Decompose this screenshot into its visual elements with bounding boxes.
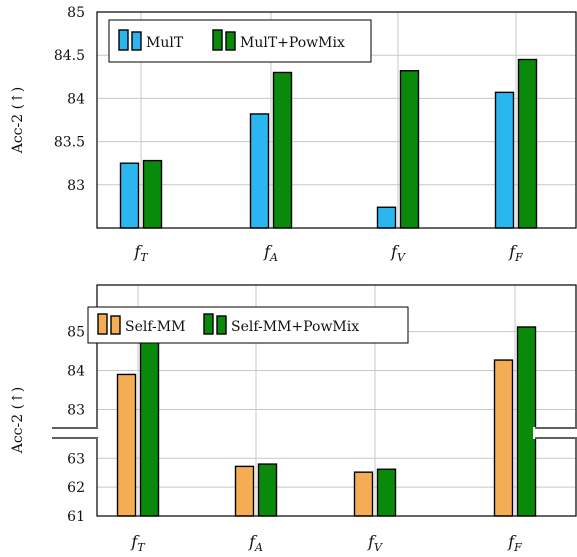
bar-mult-t	[119, 162, 140, 229]
legend-label: MulT+PowMix	[240, 35, 345, 51]
legend: Self-MM Self-MM+PowMix	[87, 306, 409, 344]
x-tick-subscript: F	[513, 541, 522, 554]
bar-self-mm-f	[493, 359, 514, 517]
bar-mult-powmix-t	[142, 159, 163, 229]
y-tick-label: 62	[67, 480, 85, 496]
bar-self-mm-powmix-v	[376, 468, 397, 517]
bar-mult-v	[376, 206, 397, 229]
axis-break-gap	[533, 427, 577, 439]
y-tick-label: 61	[67, 509, 85, 525]
legend-swatch	[110, 315, 121, 335]
x-tick-label: fA	[263, 242, 278, 264]
x-tick-subscript: A	[269, 251, 278, 264]
legend-label: MulT	[146, 35, 184, 51]
y-axis-label: Acc-2 (↑)	[10, 387, 26, 455]
y-tick-label: 84	[67, 364, 85, 380]
bar-mult-f	[494, 91, 515, 229]
x-tick-subscript: V	[374, 541, 383, 554]
x-tick-subscript: F	[514, 251, 523, 264]
legend-box	[87, 306, 409, 344]
plot-frame	[96, 284, 577, 517]
x-tick-label: fT	[130, 532, 146, 554]
x-tick-label: fF	[507, 532, 522, 554]
plot-frame	[96, 11, 577, 229]
x-tick-subscript: T	[137, 541, 146, 554]
x-tick-subscript: T	[140, 251, 149, 264]
legend-swatch	[203, 313, 214, 335]
y-tick-label: 84.5	[54, 48, 85, 64]
bar-mult-powmix-v	[399, 70, 420, 229]
bar-self-mm-a	[234, 465, 255, 517]
x-tick-label: fT	[133, 242, 149, 264]
x-tick-label: fV	[367, 532, 383, 554]
x-tick-subscript: A	[254, 541, 263, 554]
bar-self-mm-v	[353, 471, 374, 517]
legend-box	[108, 19, 372, 63]
y-tick-label: 85	[67, 5, 85, 21]
legend-swatch	[212, 29, 223, 51]
legend-swatch	[118, 29, 129, 51]
axis-break-gap	[50, 427, 100, 439]
legend-swatch	[97, 313, 108, 335]
chart-top: 85 84.5 84 83.5 83 fT fA fV fF Acc-2 (↑) MulT MulT+…	[10, 5, 577, 264]
y-tick-label: 83	[67, 178, 85, 194]
y-axis-label: Acc-2 (↑)	[10, 87, 26, 155]
y-tick-label: 83	[67, 402, 85, 418]
bar-self-mm-powmix-f	[516, 326, 537, 517]
legend-swatch	[225, 31, 236, 51]
bar-mult-powmix-a	[272, 71, 293, 229]
legend: MulT MulT+PowMix	[108, 19, 372, 63]
x-tick-subscript: V	[397, 251, 406, 264]
bar-self-mm-powmix-a	[257, 463, 278, 517]
y-tick-label: 63	[67, 451, 85, 467]
bar-self-mm-powmix-t	[139, 340, 160, 517]
bar-mult-powmix-f	[517, 58, 538, 229]
bar-mult-a	[249, 113, 270, 229]
legend-label: Self-MM+PowMix	[231, 319, 359, 335]
legend-swatch	[131, 31, 142, 51]
legend-swatch	[216, 315, 227, 335]
x-tick-label: fA	[248, 532, 263, 554]
legend-label: Self-MM	[125, 319, 185, 335]
y-tick-label: 85	[67, 325, 85, 341]
x-tick-label: fV	[390, 242, 406, 264]
bar-self-mm-t	[116, 373, 137, 517]
y-tick-label: 83.5	[54, 135, 85, 151]
x-tick-label: fF	[508, 242, 523, 264]
y-tick-label: 84	[67, 91, 85, 107]
